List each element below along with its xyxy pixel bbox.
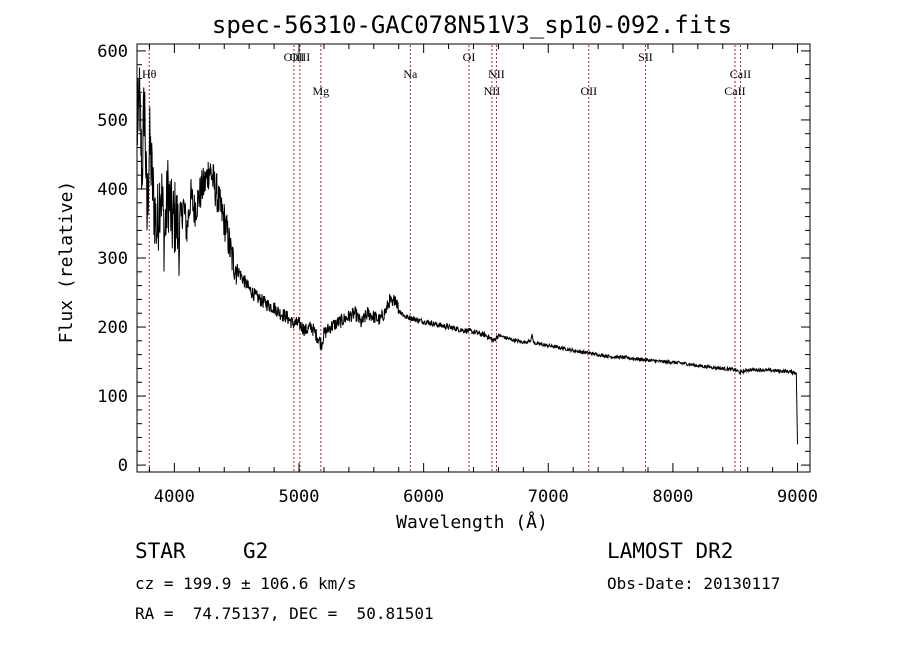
x-tick-label: 8000 [652, 487, 693, 507]
x-tick-labels: 4000 5000 6000 7000 8000 9000 [154, 487, 818, 507]
line-label: Na [403, 67, 418, 81]
line-label: Hθ [142, 67, 157, 81]
class-label: STAR [135, 539, 186, 563]
obs-date-label: Obs-Date: 20130117 [607, 574, 781, 593]
y-tick-labels: 0 100 200 300 400 500 600 [97, 42, 128, 476]
x-tick-label: 5000 [279, 487, 320, 507]
redshift-label: cz = 199.9 ± 106.6 km/s [135, 574, 357, 593]
plot-frame [136, 43, 811, 473]
y-tick-label: 100 [97, 387, 128, 407]
line-label: OI [463, 50, 476, 64]
y-tick-label: 400 [97, 180, 128, 200]
line-label: OIII [284, 50, 305, 64]
x-tick-label: 7000 [528, 487, 569, 507]
y-tick-label: 200 [97, 318, 128, 338]
line-label: NII [484, 84, 501, 98]
line-label: NII [488, 67, 505, 81]
x-tick-label: 6000 [403, 487, 444, 507]
line-label: CaII [724, 84, 745, 98]
axis-ticks [137, 44, 810, 472]
y-tick-label: 500 [97, 111, 128, 131]
x-axis-label: Wavelength (Å) [396, 511, 548, 533]
survey-label: LAMOST DR2 [607, 539, 734, 563]
y-tick-label: 600 [97, 42, 128, 62]
line-label: CaII [730, 67, 751, 81]
line-label: OIII [290, 50, 311, 64]
line-label: OII [580, 84, 597, 98]
series-group [136, 67, 798, 445]
line-label: Mg [312, 84, 329, 98]
line-label: SII [638, 50, 653, 64]
chart-title: spec-56310-GAC078N51V3_sp10-092.fits [212, 11, 732, 39]
y-tick-label: 0 [118, 456, 128, 476]
x-tick-label: 4000 [154, 487, 195, 507]
subclass-label: G2 [243, 539, 269, 563]
y-tick-label: 300 [97, 249, 128, 269]
y-axis-label: Flux (relative) [56, 181, 77, 344]
x-tick-label: 9000 [777, 487, 818, 507]
coordinates-label: RA = 74.75137, DEC = 50.81501 [135, 604, 434, 623]
spectrum-line [136, 67, 798, 445]
